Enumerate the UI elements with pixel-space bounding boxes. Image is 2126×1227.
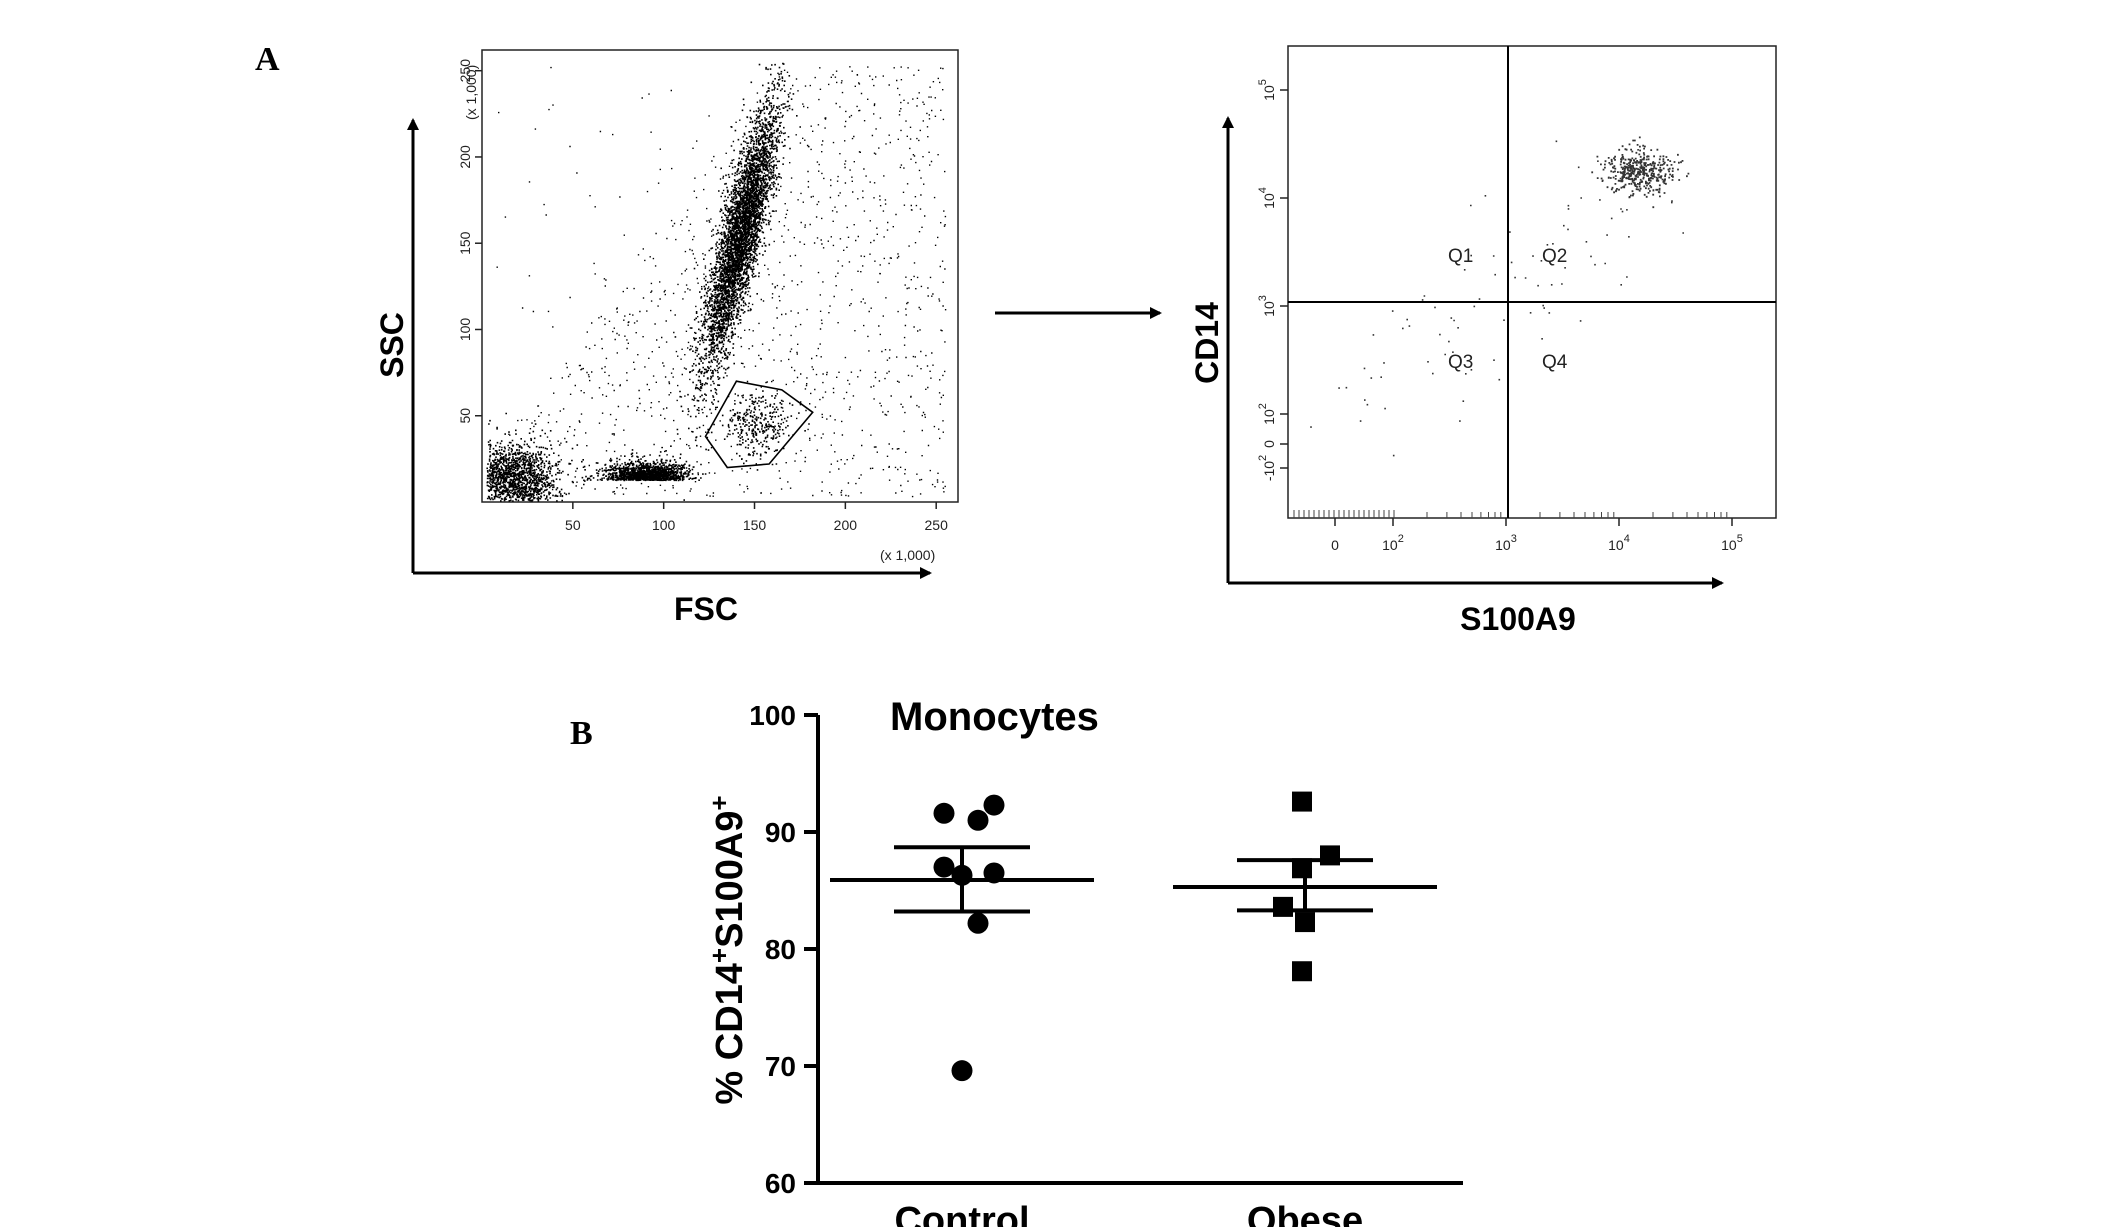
ssc-ticks: 50 100 150 200 250	[457, 59, 482, 424]
fsc-ssc-events	[486, 62, 947, 502]
control-point	[933, 802, 955, 824]
ssc-tick-label: 200	[457, 145, 473, 169]
s100a9-tick-label: 105	[1721, 533, 1743, 553]
s100a9-ticks: 0 102 103 104 105	[1331, 518, 1743, 553]
fsc-tick-label: 50	[565, 517, 581, 533]
ssc-tick-label: 250	[457, 59, 473, 83]
category-obese-label: Obese	[1247, 1200, 1363, 1227]
cd14-tick-label-exponent: 5	[1257, 79, 1269, 85]
y-tick-label: 100	[749, 700, 796, 731]
cd14-tick-label: 104	[1257, 187, 1277, 209]
cd14-tick-label: 102	[1257, 403, 1277, 425]
s100a9-tick-label: 103	[1495, 533, 1517, 553]
cd14-tick-label: -102	[1257, 455, 1277, 481]
control-point	[983, 794, 1005, 816]
chart-title: Monocytes	[890, 695, 1099, 739]
s100a9-tick-label-exponent: 2	[1398, 533, 1404, 545]
monocytes-dot-plot: Monocytes 60 70 80 90 100 Control Obese % CD…	[704, 695, 1463, 1227]
cd14-tick-label: 103	[1257, 295, 1277, 317]
s100a9-minor-tick-marks	[1293, 510, 1728, 518]
mean-sem-bars	[830, 845, 1437, 914]
s100a9-tick-label: 0	[1331, 537, 1339, 553]
s100a9-tick-label-base: 10	[1608, 537, 1624, 553]
fsc-label: FSC	[674, 591, 738, 627]
s100a9-tick-label: 104	[1608, 533, 1630, 553]
fsc-tick-label: 100	[652, 517, 676, 533]
cd14-tick-label-base: 10	[1261, 193, 1277, 209]
fsc-ssc-plot-frame	[481, 49, 959, 503]
ssc-tick-label: 50	[457, 408, 473, 424]
fsc-multiplier: (x 1,000)	[880, 547, 935, 563]
y-tick-label: 80	[765, 934, 796, 965]
y-ticks: 60 70 80 90 100	[749, 700, 818, 1199]
y-axis-label: % CD14+S100A9+	[704, 795, 751, 1104]
panel-label-a: A	[255, 41, 280, 78]
quadrant-q2-label: Q2	[1542, 246, 1567, 267]
s100a9-tick-label-exponent: 5	[1737, 533, 1743, 545]
s100a9-tick-label: 102	[1382, 533, 1404, 553]
ssc-label: SSC	[374, 312, 410, 378]
s100a9-tick-label-exponent: 4	[1624, 533, 1630, 545]
cd14-label: CD14	[1189, 302, 1225, 384]
cd14-tick-label-exponent: 3	[1257, 295, 1269, 301]
fsc-ssc-dots	[486, 62, 947, 502]
cd14-tick-label-exponent: 4	[1257, 187, 1269, 193]
y-label-sup-2: +	[704, 795, 734, 810]
ssc-tick-label: 100	[457, 318, 473, 342]
cd14-tick-label: 105	[1257, 79, 1277, 101]
s100a9-tick-label-base: 10	[1495, 537, 1511, 553]
s100a9-tick-label-base: 10	[1721, 537, 1737, 553]
obese-point	[1292, 791, 1312, 812]
y-label-part-s100a9: S100A9	[709, 811, 751, 948]
ssc-tick-label: 150	[457, 231, 473, 255]
s100a9-label: S100A9	[1460, 601, 1576, 637]
ssc-multiplier: (x 1,000)	[463, 65, 479, 120]
fsc-tick-label: 200	[834, 517, 858, 533]
fsc-tick-label: 150	[743, 517, 767, 533]
control-point	[967, 809, 989, 831]
y-tick-label: 90	[765, 817, 796, 848]
cd14-tick-label-exponent: 2	[1257, 455, 1269, 461]
obese-point	[1273, 896, 1293, 917]
category-control-label: Control	[894, 1200, 1029, 1227]
s100a9-tick-label-base: 10	[1382, 537, 1398, 553]
control-point	[967, 912, 989, 934]
cd14-s100a9-dots	[1310, 136, 1690, 457]
s100a9-minor-ticks	[1293, 510, 1728, 518]
obese-point	[1292, 961, 1312, 982]
y-label-sup-1: +	[704, 948, 734, 963]
monocyte-gate	[704, 380, 814, 469]
cd14-tick-label-base: 10	[1261, 409, 1277, 425]
cd14-s100a9-events	[1310, 136, 1690, 457]
obese-point	[1320, 845, 1340, 866]
s100a9-tick-label-exponent: 3	[1511, 533, 1517, 545]
cd14-tick-label-base: -10	[1261, 461, 1277, 481]
panel-label-b: B	[570, 715, 593, 752]
cd14-s100a9-plot: Q1 Q2 Q3 Q4 0 102 103 104 105 -1020102103104…	[1189, 45, 1777, 637]
cd14-tick-label-base: 10	[1261, 301, 1277, 317]
y-label-part-pct: % CD14	[709, 963, 751, 1105]
data-points	[933, 791, 1340, 1082]
cd14-s100a9-plot-frame	[1287, 45, 1777, 519]
quadrant-q1-label: Q1	[1448, 246, 1473, 267]
fsc-tick-label: 250	[925, 517, 949, 533]
cd14-tick-label-exponent: 2	[1257, 403, 1269, 409]
control-point	[933, 856, 955, 878]
cd14-tick-label-base: 10	[1261, 85, 1277, 101]
obese-point	[1295, 912, 1315, 933]
quadrant-q4-label: Q4	[1542, 352, 1568, 373]
control-point	[951, 1060, 973, 1082]
y-tick-label: 70	[765, 1051, 796, 1082]
fsc-ticks: 50 100 150 200 250	[565, 502, 948, 533]
y-tick-label: 60	[765, 1168, 796, 1199]
quadrant-q3-label: Q3	[1448, 352, 1473, 373]
cd14-tick-label: 0	[1261, 440, 1277, 448]
